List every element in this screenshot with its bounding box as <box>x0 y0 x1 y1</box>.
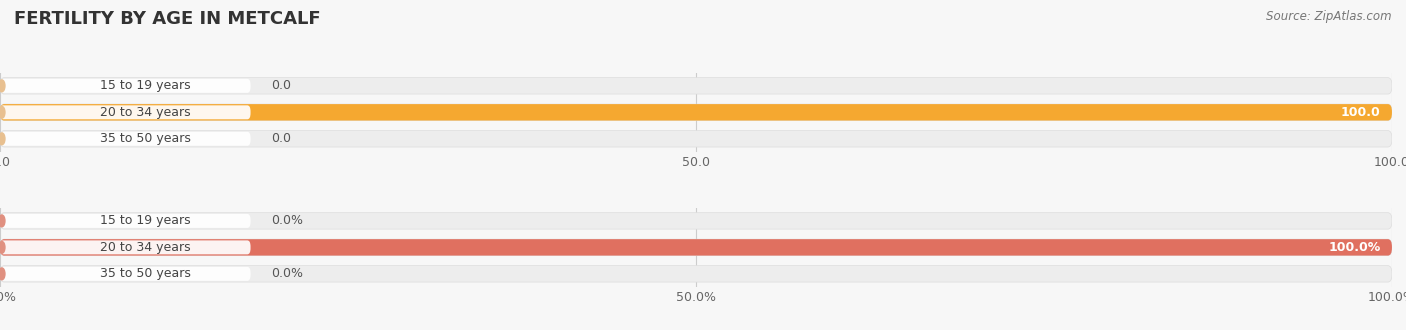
Circle shape <box>0 268 6 280</box>
Circle shape <box>0 106 6 118</box>
Text: 100.0%: 100.0% <box>1329 241 1381 254</box>
Text: Source: ZipAtlas.com: Source: ZipAtlas.com <box>1267 10 1392 23</box>
Text: 0.0%: 0.0% <box>271 267 304 280</box>
FancyBboxPatch shape <box>0 239 1392 256</box>
Circle shape <box>0 242 6 253</box>
Text: 100.0: 100.0 <box>1341 106 1381 119</box>
FancyBboxPatch shape <box>0 79 250 93</box>
Circle shape <box>0 133 6 145</box>
Text: 20 to 34 years: 20 to 34 years <box>100 106 191 119</box>
Text: 0.0: 0.0 <box>271 79 291 92</box>
FancyBboxPatch shape <box>0 239 1392 256</box>
FancyBboxPatch shape <box>0 267 250 281</box>
FancyBboxPatch shape <box>0 131 1392 147</box>
Text: 15 to 19 years: 15 to 19 years <box>100 79 191 92</box>
FancyBboxPatch shape <box>0 132 250 146</box>
FancyBboxPatch shape <box>0 213 1392 229</box>
FancyBboxPatch shape <box>0 104 1392 120</box>
FancyBboxPatch shape <box>0 105 250 119</box>
Circle shape <box>0 80 6 92</box>
Text: 35 to 50 years: 35 to 50 years <box>100 267 191 280</box>
FancyBboxPatch shape <box>0 240 250 254</box>
Circle shape <box>0 215 6 227</box>
FancyBboxPatch shape <box>0 78 1392 94</box>
Text: 0.0%: 0.0% <box>271 214 304 227</box>
Text: 15 to 19 years: 15 to 19 years <box>100 214 191 227</box>
Text: 35 to 50 years: 35 to 50 years <box>100 132 191 145</box>
Text: FERTILITY BY AGE IN METCALF: FERTILITY BY AGE IN METCALF <box>14 10 321 28</box>
Text: 20 to 34 years: 20 to 34 years <box>100 241 191 254</box>
FancyBboxPatch shape <box>0 104 1392 120</box>
Text: 0.0: 0.0 <box>271 132 291 145</box>
FancyBboxPatch shape <box>0 266 1392 282</box>
FancyBboxPatch shape <box>0 214 250 228</box>
